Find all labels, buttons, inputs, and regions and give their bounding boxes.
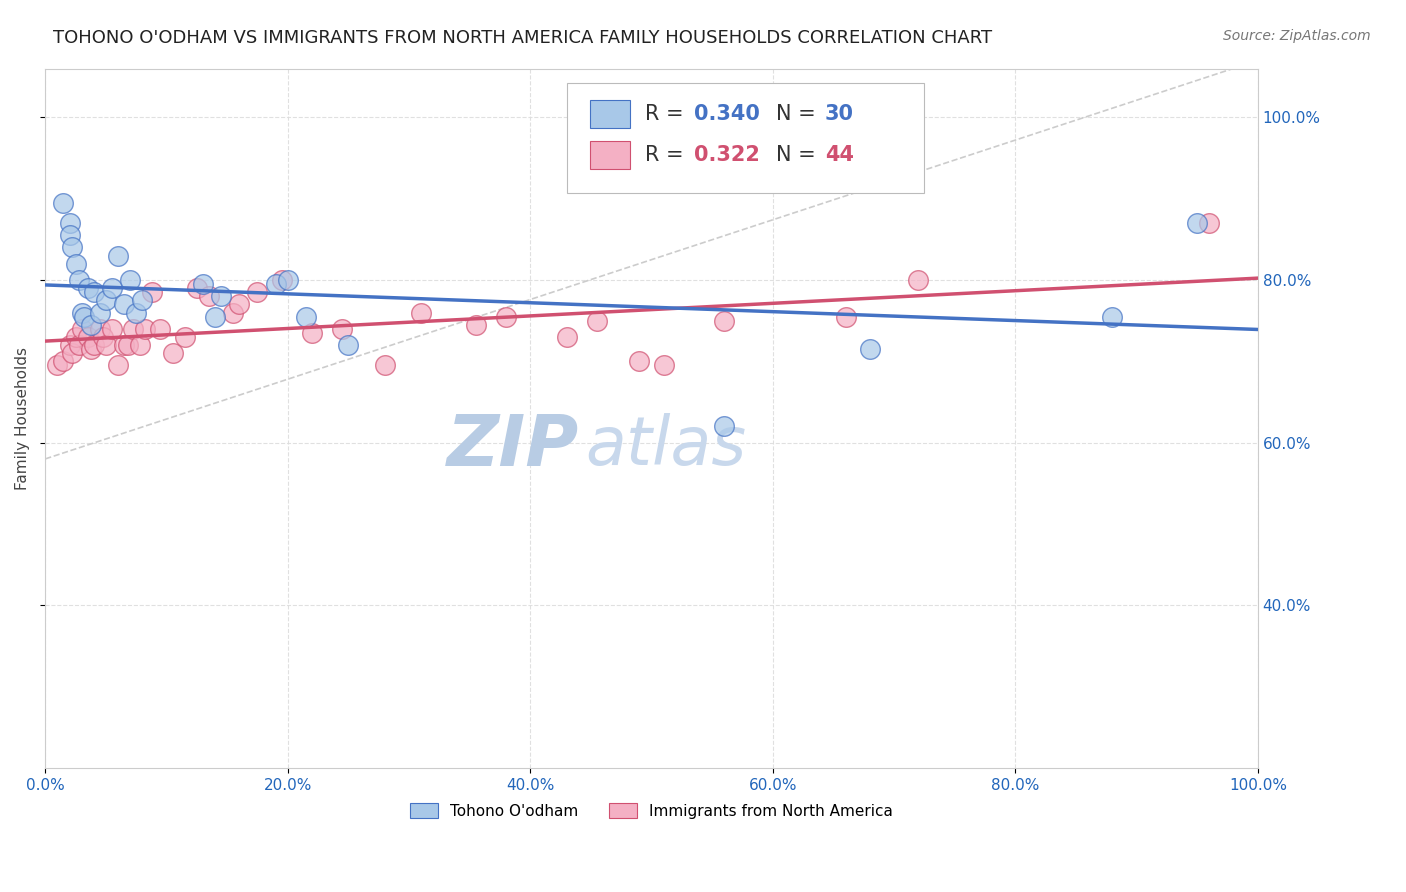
Point	[134, 322, 156, 336]
Point	[76, 330, 98, 344]
Point	[191, 277, 214, 291]
Point	[1187, 216, 1209, 230]
Point	[907, 273, 929, 287]
Point	[112, 297, 135, 311]
Point	[89, 305, 111, 319]
Point	[330, 322, 353, 336]
Point	[859, 342, 882, 356]
Point	[301, 326, 323, 340]
Point	[131, 293, 153, 308]
Point	[295, 310, 318, 324]
Point	[73, 310, 96, 324]
Point	[162, 346, 184, 360]
FancyBboxPatch shape	[589, 141, 630, 169]
Point	[834, 310, 856, 324]
Point	[222, 305, 245, 319]
Point	[277, 273, 299, 287]
Point	[628, 354, 651, 368]
Point	[60, 240, 83, 254]
Point	[149, 322, 172, 336]
Point	[65, 330, 87, 344]
Point	[67, 273, 90, 287]
Point	[70, 305, 93, 319]
Point	[107, 359, 129, 373]
Point	[186, 281, 208, 295]
Text: 0.322: 0.322	[695, 145, 759, 164]
Point	[117, 338, 139, 352]
Point	[65, 257, 87, 271]
Point	[80, 318, 103, 332]
Point	[93, 330, 115, 344]
Point	[121, 322, 143, 336]
Point	[713, 419, 735, 434]
Point	[337, 338, 360, 352]
FancyBboxPatch shape	[567, 82, 924, 193]
Point	[101, 281, 124, 295]
Point	[101, 322, 124, 336]
Point	[112, 338, 135, 352]
Point	[198, 289, 221, 303]
Point	[246, 285, 269, 300]
Text: atlas: atlas	[585, 413, 747, 479]
Point	[83, 285, 105, 300]
Point	[125, 305, 148, 319]
Point	[58, 228, 80, 243]
Point	[94, 293, 117, 308]
Point	[58, 338, 80, 352]
Point	[264, 277, 287, 291]
Point	[94, 338, 117, 352]
Point	[374, 359, 396, 373]
Point	[464, 318, 486, 332]
Legend: Tohono O'odham, Immigrants from North America: Tohono O'odham, Immigrants from North Am…	[405, 797, 898, 824]
Point	[228, 297, 250, 311]
Point	[83, 338, 105, 352]
Point	[52, 195, 75, 210]
Point	[555, 330, 578, 344]
Point	[173, 330, 195, 344]
Point	[89, 322, 111, 336]
Text: 30: 30	[825, 104, 853, 124]
Point	[128, 338, 150, 352]
Point	[1198, 216, 1220, 230]
FancyBboxPatch shape	[589, 100, 630, 128]
Text: 44: 44	[825, 145, 853, 164]
Text: ZIP: ZIP	[447, 412, 579, 481]
Point	[60, 346, 83, 360]
Text: N =: N =	[776, 104, 823, 124]
Point	[46, 359, 69, 373]
Point	[652, 359, 675, 373]
Point	[67, 338, 90, 352]
Point	[270, 273, 292, 287]
Point	[586, 313, 609, 327]
Point	[80, 342, 103, 356]
Point	[411, 305, 433, 319]
Point	[120, 273, 142, 287]
Point	[209, 289, 232, 303]
Text: N =: N =	[776, 145, 823, 164]
Text: TOHONO O'ODHAM VS IMMIGRANTS FROM NORTH AMERICA FAMILY HOUSEHOLDS CORRELATION CH: TOHONO O'ODHAM VS IMMIGRANTS FROM NORTH …	[53, 29, 993, 46]
Point	[76, 281, 98, 295]
Point	[141, 285, 163, 300]
Point	[107, 249, 129, 263]
Text: R =: R =	[645, 104, 690, 124]
Point	[713, 313, 735, 327]
Point	[58, 216, 80, 230]
Text: R =: R =	[645, 145, 690, 164]
Y-axis label: Family Households: Family Households	[15, 347, 30, 490]
Point	[204, 310, 226, 324]
Point	[1101, 310, 1123, 324]
Text: Source: ZipAtlas.com: Source: ZipAtlas.com	[1223, 29, 1371, 43]
Point	[495, 310, 517, 324]
Text: 0.340: 0.340	[695, 104, 759, 124]
Point	[70, 322, 93, 336]
Point	[52, 354, 75, 368]
